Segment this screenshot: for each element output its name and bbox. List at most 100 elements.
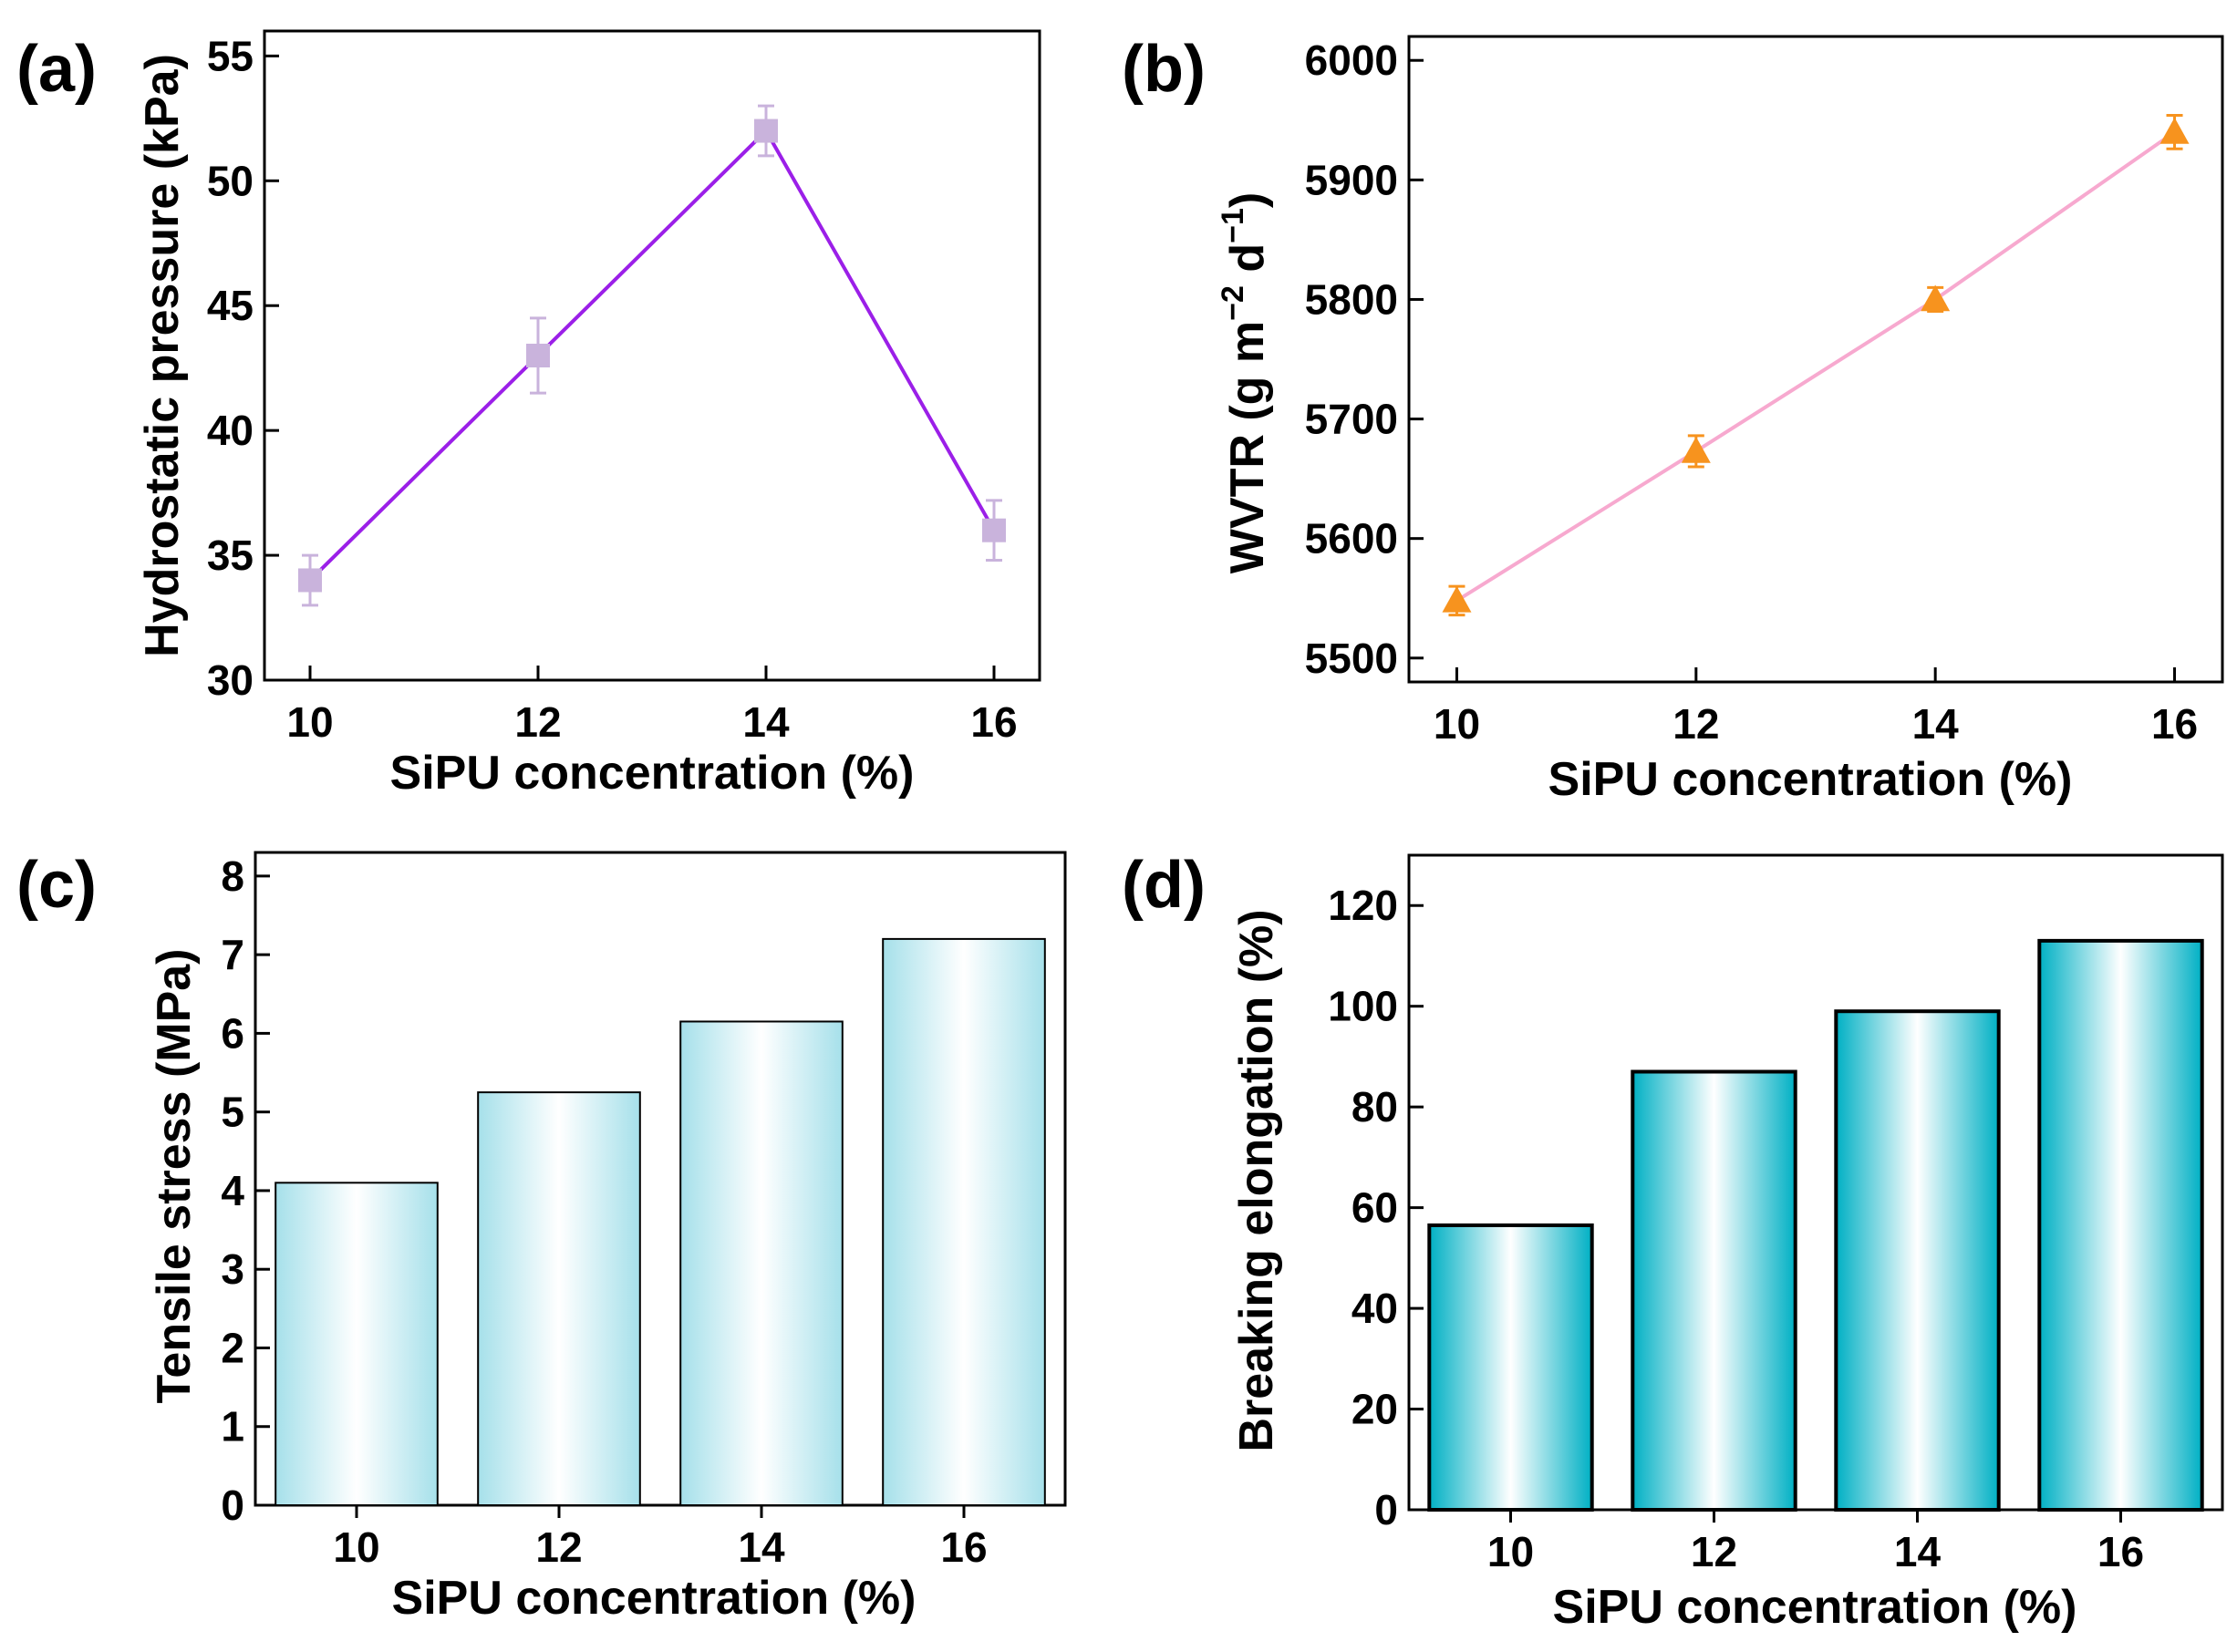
b-y-tick-label: 5700	[1305, 396, 1398, 443]
b-y-tick-label: 5600	[1305, 515, 1398, 563]
panel-a-x-axis: 10 12 14 16	[286, 666, 1018, 746]
a-data-point	[982, 518, 1006, 542]
panel-c-label: (c)	[16, 849, 97, 922]
a-data-point	[298, 568, 322, 593]
panel-c-bars	[274, 937, 1046, 1507]
panel-d: (d) 0 20 40 60 80 100 120 10 12 14 16 SiPU concen…	[1122, 849, 2224, 1634]
panel-b-ylabel-sup1: −2	[1216, 285, 1250, 321]
d-y-tick-label: 60	[1352, 1184, 1398, 1232]
panel-b-x-axis: 10 12 14 16	[1434, 667, 2198, 748]
c-x-tick-label: 14	[738, 1523, 785, 1571]
c-bar	[882, 937, 1046, 1507]
panel-c-x-axis: 10 12 14 16	[333, 1505, 988, 1571]
panel-d-bars	[1427, 938, 2204, 1512]
c-y-tick-label: 4	[221, 1167, 244, 1214]
c-y-tick-label: 1	[221, 1403, 244, 1451]
c-y-tick-label: 3	[221, 1245, 244, 1293]
panel-a-points	[298, 104, 1006, 607]
c-bar	[274, 1182, 439, 1506]
b-y-tick-label: 5500	[1305, 635, 1398, 682]
a-x-tick-label: 12	[514, 698, 561, 746]
d-y-tick-label: 20	[1352, 1386, 1398, 1433]
panel-a-label: (a)	[16, 33, 97, 106]
panel-c-frame	[254, 851, 1067, 1507]
a-y-tick-label: 55	[207, 32, 254, 79]
panel-c-x-axis-label: SiPU concentration (%)	[392, 1572, 917, 1625]
c-x-tick-label: 10	[333, 1523, 379, 1571]
b-data-point	[1921, 284, 1951, 312]
panel-d-label: (d)	[1122, 849, 1206, 922]
a-y-tick-label: 35	[207, 532, 254, 579]
c-y-tick-label: 5	[221, 1089, 244, 1136]
panel-b-y-axis-label: WVTR (g m−2 d−1)	[1216, 192, 1274, 573]
panel-a-y-axis: 30 35 40 45 50 55	[207, 32, 279, 704]
panel-a: (a) 30 35 40 45 50 55 10 12 14 16 SiPU concentra…	[16, 29, 1041, 800]
a-y-tick-label: 50	[207, 157, 254, 204]
a-x-tick-label: 14	[742, 698, 790, 746]
b-x-tick-label: 14	[1912, 700, 1960, 748]
panel-a-x-axis-label: SiPU concentration (%)	[390, 747, 915, 800]
a-y-tick-label: 40	[207, 407, 254, 454]
panel-b-ylabel-sup2: −1	[1216, 208, 1250, 243]
panel-b-label: (b)	[1122, 33, 1206, 106]
b-x-tick-label: 16	[2151, 700, 2198, 748]
c-y-tick-label: 7	[221, 931, 244, 978]
d-bar	[1427, 1223, 1594, 1512]
panel-b-frame	[1407, 35, 2224, 684]
d-y-tick-label: 40	[1352, 1285, 1398, 1332]
a-data-point	[526, 344, 550, 367]
panel-a-frame	[263, 29, 1041, 682]
d-x-tick-label: 14	[1894, 1528, 1942, 1575]
a-y-tick-label: 45	[207, 282, 254, 329]
panel-d-x-axis: 10 12 14 16	[1487, 1510, 2144, 1575]
b-data-point	[1681, 436, 1711, 463]
c-x-tick-label: 16	[940, 1523, 987, 1571]
d-y-tick-label: 100	[1328, 983, 1398, 1030]
panel-c-y-axis-label: Tensile stress (MPa)	[148, 948, 201, 1403]
d-x-tick-label: 10	[1487, 1528, 1534, 1575]
d-y-tick-label: 120	[1328, 882, 1398, 929]
d-bar	[1834, 1009, 2001, 1512]
panel-d-x-axis-label: SiPU concentration (%)	[1553, 1581, 2077, 1634]
b-y-tick-label: 5900	[1305, 156, 1398, 203]
c-y-tick-label: 8	[221, 852, 244, 900]
c-bar	[679, 1020, 844, 1506]
b-y-tick-label: 6000	[1305, 36, 1398, 84]
panel-b-ylabel-end: )	[1221, 192, 1274, 208]
d-bar	[1631, 1069, 1797, 1512]
c-y-tick-label: 2	[221, 1324, 244, 1371]
panel-b-x-axis-label: SiPU concentration (%)	[1548, 753, 2073, 806]
b-x-tick-label: 10	[1434, 700, 1480, 748]
a-x-tick-label: 16	[970, 698, 1017, 746]
panel-d-y-axis: 0 20 40 60 80 100 120	[1328, 882, 1424, 1533]
panel-b-y-axis: 5500 5600 5700 5800 5900 6000	[1305, 36, 1424, 682]
c-x-tick-label: 12	[535, 1523, 582, 1571]
d-bar	[2037, 938, 2204, 1512]
b-data-point	[1442, 585, 1472, 613]
d-y-tick-label: 80	[1352, 1083, 1398, 1131]
a-x-tick-label: 10	[286, 698, 333, 746]
panel-c-y-axis: 0 1 2 3 4 5 6 7 8	[221, 852, 270, 1529]
panel-b-points	[1442, 114, 2190, 617]
b-data-point	[2159, 117, 2190, 144]
panel-b-ylabel-main: WVTR (g m	[1221, 321, 1274, 573]
d-x-tick-label: 12	[1691, 1528, 1737, 1575]
panel-d-y-axis-label: Breaking elongation (%)	[1230, 909, 1283, 1451]
c-y-tick-label: 6	[221, 1009, 244, 1057]
panel-b-ylabel-mid: d	[1221, 243, 1274, 285]
panel-b: (b) 5500 5600 5700 5800 5900 6000 10 12 14 16 Si…	[1122, 33, 2224, 806]
d-y-tick-label: 0	[1374, 1486, 1398, 1533]
b-y-tick-label: 5800	[1305, 275, 1398, 323]
a-data-point	[754, 119, 778, 143]
panel-a-y-axis-label: Hydrostatic pressure (kPa)	[136, 54, 189, 657]
b-x-tick-label: 12	[1673, 700, 1719, 748]
d-x-tick-label: 16	[2097, 1528, 2144, 1575]
c-y-tick-label: 0	[221, 1482, 244, 1529]
c-bar	[477, 1091, 641, 1506]
panel-d-frame	[1407, 853, 2224, 1512]
panel-b-series-line	[1455, 130, 2176, 603]
panel-a-series-line	[308, 128, 996, 582]
a-y-tick-label: 30	[207, 656, 254, 704]
